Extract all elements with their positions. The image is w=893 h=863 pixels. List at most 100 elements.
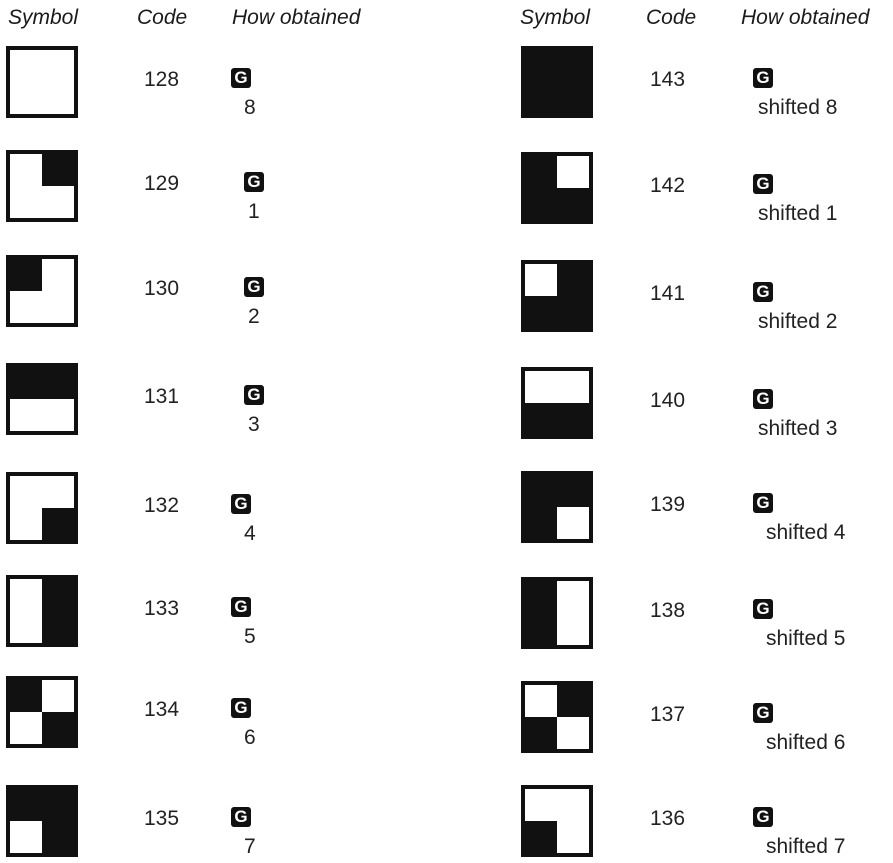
code-value: 134 bbox=[144, 698, 180, 721]
symbol-quadrant bbox=[525, 821, 557, 853]
key-combination: 7 bbox=[244, 835, 256, 858]
symbol-quadrant bbox=[42, 367, 74, 399]
key-combination: 1 bbox=[248, 200, 260, 223]
key-combination: 2 bbox=[248, 305, 260, 328]
graphics-key-icon: G bbox=[244, 172, 264, 192]
symbol-quadrant bbox=[10, 680, 42, 712]
key-combination: shifted 5 bbox=[766, 627, 846, 650]
code-value: 140 bbox=[650, 389, 686, 412]
block-symbol bbox=[521, 785, 593, 857]
graphics-key-icon: G bbox=[231, 494, 251, 514]
block-symbol bbox=[521, 367, 593, 439]
graphics-key-icon: G bbox=[231, 68, 251, 88]
symbol-quadrant bbox=[557, 296, 589, 328]
graphics-key-icon: G bbox=[753, 599, 773, 619]
key-combination: shifted 4 bbox=[766, 521, 846, 544]
symbol-quadrant bbox=[42, 154, 74, 186]
header-left-symbol: Symbol bbox=[8, 6, 79, 29]
code-value: 136 bbox=[650, 807, 686, 830]
block-symbol bbox=[521, 577, 593, 649]
block-symbol bbox=[521, 260, 593, 332]
block-symbol bbox=[6, 575, 78, 647]
key-combination: shifted 8 bbox=[758, 96, 838, 119]
key-combination: 3 bbox=[248, 413, 260, 436]
block-symbol bbox=[6, 472, 78, 544]
block-symbol bbox=[6, 785, 78, 857]
block-symbol bbox=[521, 46, 593, 118]
graphics-key-icon: G bbox=[231, 807, 251, 827]
symbol-quadrant bbox=[525, 156, 557, 188]
symbol-quadrant bbox=[10, 789, 42, 821]
symbol-quadrant bbox=[42, 579, 74, 611]
block-symbol bbox=[6, 363, 78, 435]
key-combination: 6 bbox=[244, 726, 256, 749]
key-combination: shifted 2 bbox=[758, 310, 838, 333]
code-value: 128 bbox=[144, 68, 180, 91]
graphics-key-icon: G bbox=[753, 389, 773, 409]
symbol-quadrant bbox=[10, 259, 42, 291]
block-symbol bbox=[521, 681, 593, 753]
graphics-key-icon: G bbox=[231, 597, 251, 617]
symbol-quadrant bbox=[557, 475, 589, 507]
header-left-code: Code bbox=[137, 6, 188, 29]
graphics-key-icon: G bbox=[753, 703, 773, 723]
symbol-quadrant bbox=[525, 581, 557, 613]
symbol-quadrant bbox=[42, 789, 74, 821]
code-value: 133 bbox=[144, 597, 180, 620]
key-combination: 4 bbox=[244, 522, 256, 545]
code-value: 130 bbox=[144, 277, 180, 300]
block-symbol bbox=[6, 255, 78, 327]
key-combination: shifted 1 bbox=[758, 202, 838, 225]
code-value: 135 bbox=[144, 807, 180, 830]
header-right-how: How obtained bbox=[741, 6, 870, 29]
key-combination: shifted 6 bbox=[766, 731, 846, 754]
symbol-quadrant bbox=[525, 296, 557, 328]
symbol-quadrant bbox=[42, 508, 74, 540]
code-value: 131 bbox=[144, 385, 180, 408]
key-combination: shifted 7 bbox=[766, 835, 846, 858]
symbol-quadrant bbox=[525, 403, 557, 435]
symbol-quadrant bbox=[557, 403, 589, 435]
graphics-key-icon: G bbox=[753, 68, 773, 88]
graphics-key-icon: G bbox=[753, 807, 773, 827]
graphics-key-icon: G bbox=[753, 282, 773, 302]
code-value: 142 bbox=[650, 174, 686, 197]
symbol-quadrant bbox=[557, 50, 589, 82]
symbol-quadrant bbox=[525, 50, 557, 82]
symbol-quadrant bbox=[42, 712, 74, 744]
block-symbol bbox=[6, 150, 78, 222]
symbol-quadrant bbox=[525, 717, 557, 749]
symbol-quadrant bbox=[525, 475, 557, 507]
code-value: 138 bbox=[650, 599, 686, 622]
symbol-quadrant bbox=[42, 821, 74, 853]
graphics-key-icon: G bbox=[231, 698, 251, 718]
code-value: 137 bbox=[650, 703, 686, 726]
symbol-quadrant bbox=[525, 507, 557, 539]
symbol-quadrant bbox=[557, 188, 589, 220]
code-value: 132 bbox=[144, 494, 180, 517]
code-value: 141 bbox=[650, 282, 686, 305]
block-symbol bbox=[6, 676, 78, 748]
code-value: 129 bbox=[144, 172, 180, 195]
header-right-code: Code bbox=[646, 6, 697, 29]
graphics-key-icon: G bbox=[244, 385, 264, 405]
graphics-key-icon: G bbox=[244, 277, 264, 297]
header-left-how: How obtained bbox=[232, 6, 361, 29]
symbol-quadrant bbox=[557, 685, 589, 717]
key-combination: 8 bbox=[244, 96, 256, 119]
symbol-quadrant bbox=[525, 188, 557, 220]
block-symbol bbox=[521, 471, 593, 543]
code-value: 139 bbox=[650, 493, 686, 516]
block-symbol bbox=[6, 46, 78, 118]
graphics-key-icon: G bbox=[753, 493, 773, 513]
symbol-quadrant bbox=[525, 613, 557, 645]
symbol-quadrant bbox=[10, 367, 42, 399]
key-combination: 5 bbox=[244, 625, 256, 648]
symbol-quadrant bbox=[557, 264, 589, 296]
symbol-quadrant bbox=[42, 611, 74, 643]
symbol-quadrant bbox=[557, 82, 589, 114]
block-symbol bbox=[521, 152, 593, 224]
header-right-symbol: Symbol bbox=[520, 6, 591, 29]
key-combination: shifted 3 bbox=[758, 417, 838, 440]
graphics-key-icon: G bbox=[753, 174, 773, 194]
